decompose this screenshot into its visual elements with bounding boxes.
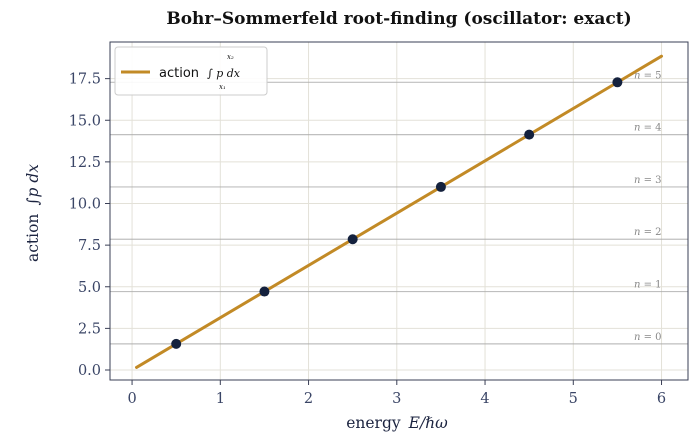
y-axis-label: action ∫p dx [24,164,42,262]
legend-upper-limit: x₂ [227,53,234,61]
legend-math: ∫ p dx [207,67,241,80]
level-label: n = 2 [634,227,662,238]
x-tick-label: 4 [480,391,489,407]
y-tick-label: 12.5 [69,155,101,171]
level-label: n = 1 [634,280,662,291]
root-point [259,286,270,297]
y-tick-label: 15.0 [69,113,101,129]
y-tick-label: 7.5 [78,238,101,254]
level-label: n = 0 [634,332,662,343]
quantization-levels: n = 0 n = 1 n = 2 n = 3 n = 4 n = 5 [110,70,688,345]
level-label: n = 3 [634,175,662,186]
x-axis-label-text: energy [346,414,401,432]
y-tick-label: 5.0 [78,280,101,296]
root-point [435,181,446,192]
legend: action ∫ p dx x₂ x₁ [114,46,268,96]
root-point [347,234,358,245]
x-axis-label: energy E/ℏω [346,414,448,432]
x-tick-label: 2 [304,391,313,407]
x-tick-label: 6 [657,391,666,407]
series-layer [135,54,663,369]
legend-box [114,46,268,96]
y-axis-label-symbol: ∫p dx [24,164,42,206]
y-tick-label: 17.5 [69,72,101,88]
root-points [171,77,623,349]
y-tick-label: 0.0 [78,363,101,379]
y-tick-label: 10.0 [69,197,101,213]
root-point [612,77,623,88]
grid [110,42,688,380]
x-tick-label: 1 [216,391,225,407]
x-tick-label: 5 [569,391,578,407]
axis-ticks: 0 1 2 3 4 5 6 0.0 2.5 5.0 7.5 10.0 12.5 15.0 17.5 [69,72,666,407]
chart-title: Bohr–Sommerfeld root-finding (oscillator… [166,9,631,29]
plot-frame [109,41,689,381]
legend-label: action [159,66,199,81]
action-line [135,54,663,369]
y-axis-label-text: action [24,214,42,262]
level-label: n = 4 [634,123,662,134]
legend-lower-limit: x₁ [219,83,226,91]
root-point [524,129,535,140]
y-tick-label: 2.5 [78,321,101,337]
x-tick-label: 3 [392,391,401,407]
x-axis-label-symbol: E/ℏω [408,414,449,432]
root-point [171,338,182,349]
level-label: n = 5 [634,70,662,81]
x-tick-label: 0 [127,391,136,407]
